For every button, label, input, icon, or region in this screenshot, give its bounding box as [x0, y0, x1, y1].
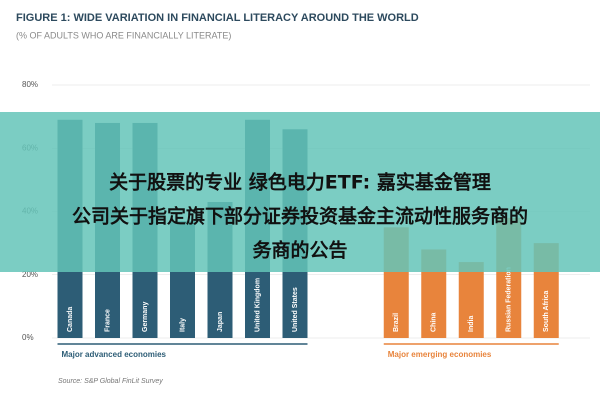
y-tick-label: 80%: [22, 80, 38, 89]
x-tick-label: South Africa: [543, 291, 550, 332]
x-tick-label: China: [431, 312, 438, 332]
y-tick-label: 20%: [22, 270, 38, 279]
chart-subtitle: (% OF ADULTS WHO ARE FINANCIALLY LITERAT…: [16, 30, 231, 40]
y-tick-label: 0%: [22, 333, 34, 342]
x-tick-label: United Kingdom: [254, 278, 261, 332]
x-tick-label: United States: [292, 287, 299, 332]
legend-label: Major emerging economies: [388, 350, 492, 359]
overlay-text: 关于股票的专业 绿色电力ETF: 嘉实基金管理: [109, 171, 491, 194]
x-tick-label: Japan: [217, 312, 224, 332]
source: Source: S&P Global FinLit Survey: [58, 378, 163, 385]
x-tick-label: Brazil: [393, 313, 400, 332]
x-tick-label: Canada: [67, 307, 74, 332]
overlay-text: 公司关于指定旗下部分证券投资基金主流动性服务商的: [72, 205, 528, 228]
overlay-text: 务商的公告: [252, 239, 347, 262]
x-tick-label: Italy: [179, 318, 186, 332]
x-tick-label: France: [104, 309, 111, 332]
chart-title: FIGURE 1: WIDE VARIATION IN FINANCIAL LI…: [16, 12, 419, 24]
bar: [458, 262, 484, 338]
x-tick-label: Russian Federation: [506, 267, 513, 332]
legend-label: Major advanced economies: [62, 350, 167, 359]
overlay-banner: [0, 112, 600, 272]
x-tick-label: India: [468, 316, 475, 332]
x-tick-label: Germany: [142, 302, 149, 332]
